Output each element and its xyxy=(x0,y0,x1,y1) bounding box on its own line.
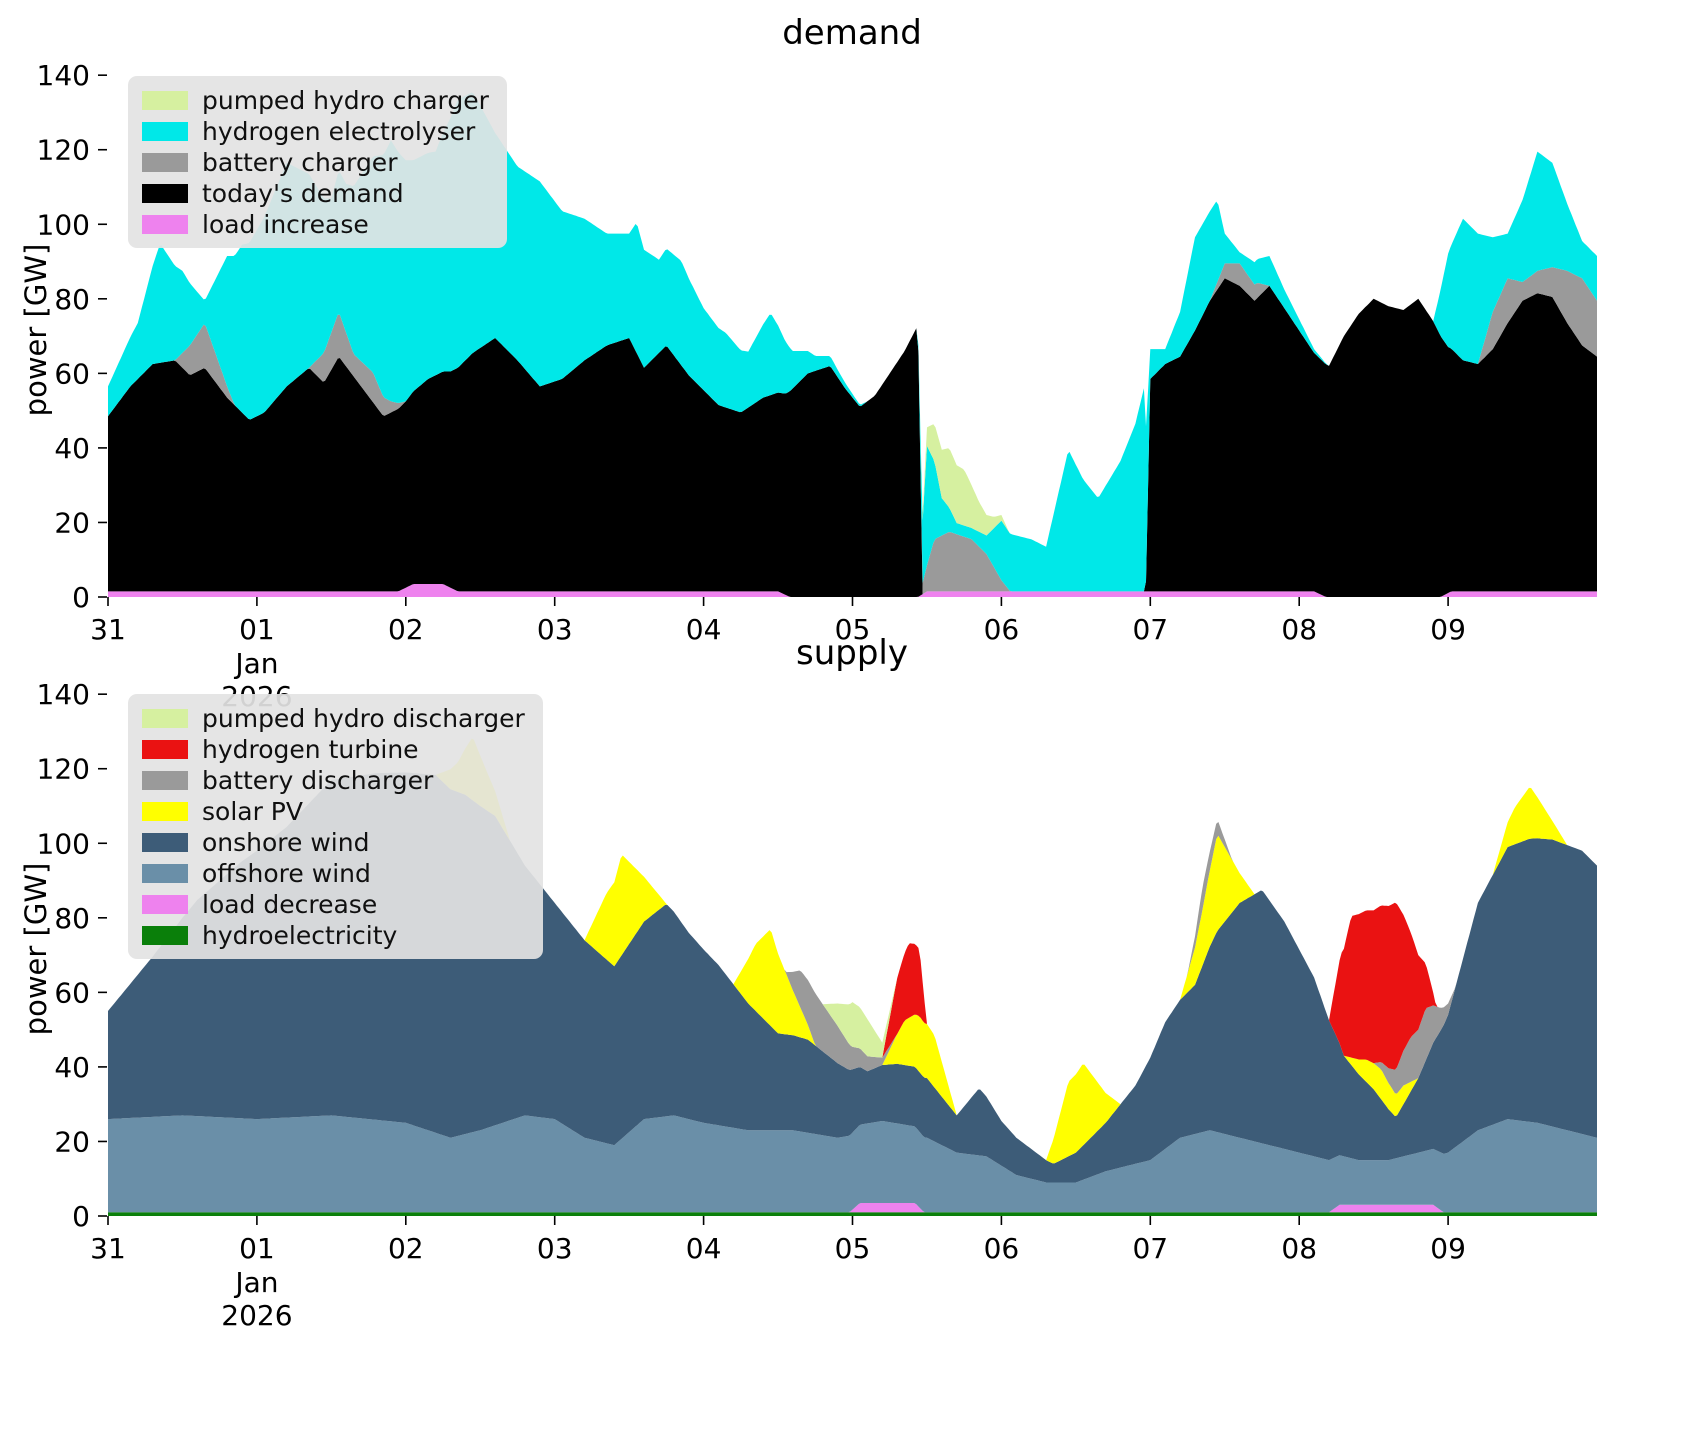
legend-label-todays_demand: today's demand xyxy=(202,178,404,208)
series-area-offshore_wind xyxy=(108,1115,1597,1213)
legend-item-hydroelectricity: hydroelectricity xyxy=(142,921,525,949)
x-tick-label: 05 xyxy=(835,1232,871,1265)
y-tick-label: 100 xyxy=(37,208,90,241)
legend-label-battery_charger: battery charger xyxy=(202,147,398,177)
x-tick-label: 03 xyxy=(537,613,573,646)
legend-label-hydrogen_turbine: hydrogen turbine xyxy=(202,734,419,764)
y-tick-label: 140 xyxy=(37,59,90,92)
legend-label-offshore_wind: offshore wind xyxy=(202,858,371,888)
x-tick-label: 07 xyxy=(1132,1232,1168,1265)
series-area-load_decrease xyxy=(108,1203,1597,1213)
demand-y-axis-label: power [GW] xyxy=(19,243,53,417)
x-tick-label: 07 xyxy=(1132,613,1168,646)
legend-item-battery_discharger: battery discharger xyxy=(142,766,525,794)
supply-legend: pumped hydro discharger hydrogen turbine b… xyxy=(128,694,543,959)
x-tick-label: 02 xyxy=(388,613,424,646)
series-area-todays_demand xyxy=(108,278,1597,597)
hydrogen_electrolyser-swatch xyxy=(142,121,188,141)
hydroelectricity-swatch xyxy=(142,925,188,945)
supply-chart-title: supply xyxy=(796,633,908,673)
legend-item-onshore_wind: onshore wind xyxy=(142,828,525,856)
y-tick-label: 100 xyxy=(37,827,90,860)
y-tick-label: 20 xyxy=(54,506,90,539)
x-tick-label: 01 xyxy=(239,613,275,646)
legend-label-pumped_hydro_discharger: pumped hydro discharger xyxy=(202,703,525,733)
legend-label-solar_pv: solar PV xyxy=(202,796,303,826)
y-tick-label: 140 xyxy=(37,678,90,711)
demand-legend: pumped hydro charger hydrogen electrolyse… xyxy=(128,76,507,248)
onshore_wind-swatch xyxy=(142,832,188,852)
legend-item-load_increase: load increase xyxy=(142,210,489,238)
legend-item-pumped_hydro_charger: pumped hydro charger xyxy=(142,86,489,114)
legend-item-load_decrease: load decrease xyxy=(142,890,525,918)
hydrogen_turbine-swatch xyxy=(142,739,188,759)
x-tick-sublabel: Jan xyxy=(233,647,278,680)
offshore_wind-swatch xyxy=(142,863,188,883)
y-tick-label: 60 xyxy=(54,357,90,390)
x-tick-label: 01 xyxy=(239,1232,275,1265)
legend-label-hydrogen_electrolyser: hydrogen electrolyser xyxy=(202,116,476,146)
y-tick-label: 20 xyxy=(54,1125,90,1158)
x-tick-label: 08 xyxy=(1281,613,1317,646)
y-tick-label: 40 xyxy=(54,1051,90,1084)
x-tick-label: 02 xyxy=(388,1232,424,1265)
legend-item-solar_pv: solar PV xyxy=(142,797,525,825)
y-tick-label: 0 xyxy=(72,581,90,614)
y-tick-label: 80 xyxy=(54,283,90,316)
legend-item-offshore_wind: offshore wind xyxy=(142,859,525,887)
x-tick-label: 09 xyxy=(1430,1232,1466,1265)
y-tick-label: 120 xyxy=(37,134,90,167)
x-tick-label: 31 xyxy=(90,613,126,646)
battery_discharger-swatch xyxy=(142,770,188,790)
supply-y-axis-label: power [GW] xyxy=(19,862,53,1036)
todays_demand-swatch xyxy=(142,183,188,203)
x-tick-sublabel: 2026 xyxy=(221,1299,292,1332)
load_decrease-swatch xyxy=(142,894,188,914)
series-area-hydroelectricity xyxy=(108,1212,1597,1216)
pumped_hydro_discharger-swatch xyxy=(142,708,188,728)
x-tick-label: 04 xyxy=(686,613,722,646)
x-tick-label: 09 xyxy=(1430,613,1466,646)
x-tick-label: 06 xyxy=(984,1232,1020,1265)
x-tick-label: 04 xyxy=(686,1232,722,1265)
series-area-battery_discharger xyxy=(108,738,1597,1161)
legend-item-hydrogen_electrolyser: hydrogen electrolyser xyxy=(142,117,489,145)
legend-label-load_increase: load increase xyxy=(202,209,369,239)
x-tick-label: 06 xyxy=(984,613,1020,646)
legend-label-pumped_hydro_charger: pumped hydro charger xyxy=(202,85,489,115)
battery_charger-swatch xyxy=(142,152,188,172)
pumped_hydro_charger-swatch xyxy=(142,90,188,110)
legend-item-todays_demand: today's demand xyxy=(142,179,489,207)
legend-item-hydrogen_turbine: hydrogen turbine xyxy=(142,735,525,763)
solar_pv-swatch xyxy=(142,801,188,821)
x-tick-label: 31 xyxy=(90,1232,126,1265)
legend-label-onshore_wind: onshore wind xyxy=(202,827,370,857)
y-tick-label: 0 xyxy=(72,1200,90,1233)
y-tick-label: 120 xyxy=(37,753,90,786)
demand-chart-title: demand xyxy=(782,13,922,53)
legend-label-hydroelectricity: hydroelectricity xyxy=(202,920,398,950)
legend-label-load_decrease: load decrease xyxy=(202,889,378,919)
y-tick-label: 40 xyxy=(54,432,90,465)
y-tick-label: 80 xyxy=(54,902,90,935)
legend-item-battery_charger: battery charger xyxy=(142,148,489,176)
x-tick-label: 05 xyxy=(835,613,871,646)
x-tick-label: 03 xyxy=(537,1232,573,1265)
x-tick-label: 08 xyxy=(1281,1232,1317,1265)
series-area-load_increase xyxy=(108,584,1597,597)
x-tick-sublabel: Jan xyxy=(233,1266,278,1299)
load_increase-swatch xyxy=(142,214,188,234)
y-tick-label: 60 xyxy=(54,976,90,1009)
legend-label-battery_discharger: battery discharger xyxy=(202,765,434,795)
legend-item-pumped_hydro_discharger: pumped hydro discharger xyxy=(142,704,525,732)
